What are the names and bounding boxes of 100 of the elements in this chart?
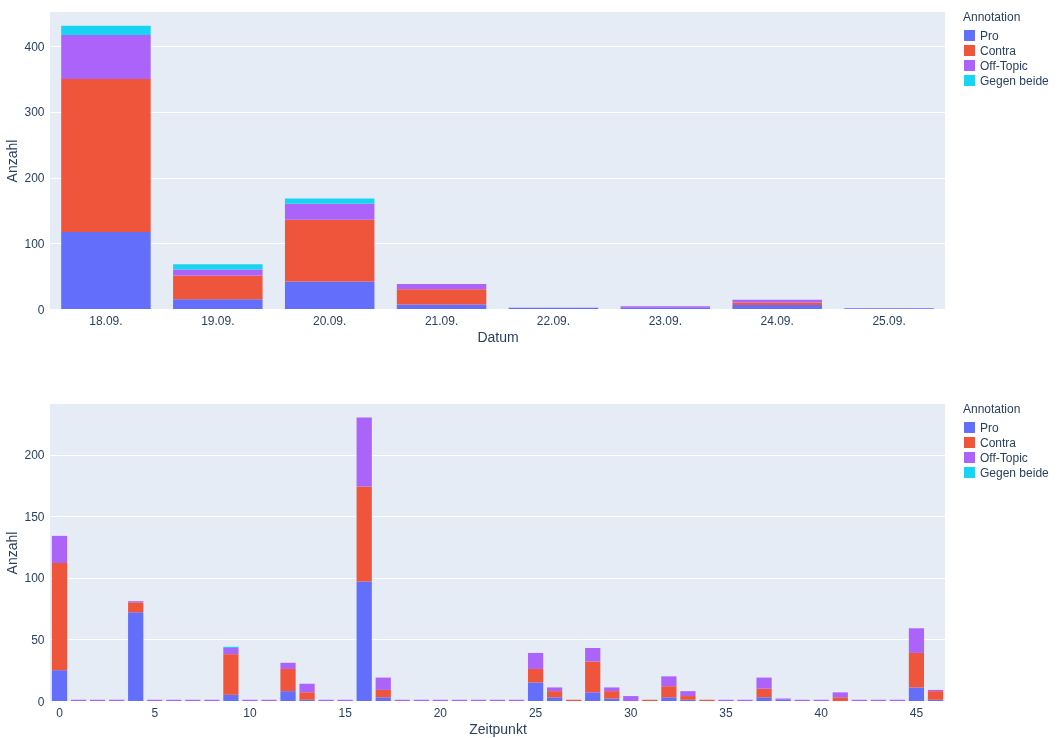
bar: [756, 677, 772, 689]
y-tick-label: 0: [37, 694, 45, 709]
bar: [356, 581, 372, 701]
x-tick-label: 25.09.: [872, 313, 906, 328]
x-tick-label: 25: [528, 705, 543, 720]
bar: [623, 696, 639, 701]
bar: [280, 691, 296, 701]
y-tick-label: 200: [24, 448, 45, 463]
bar: [284, 219, 375, 282]
bar: [547, 697, 563, 701]
y-tick-label: 100: [24, 571, 45, 586]
bar: [299, 683, 315, 693]
bar: [223, 694, 239, 701]
x-tick-label: 23.09.: [648, 313, 682, 328]
bar: [51, 670, 68, 701]
bar: [61, 232, 151, 309]
bar: [604, 691, 620, 699]
bar: [661, 686, 677, 698]
y-tick-label: 50: [31, 632, 45, 647]
legend-label: Contra: [980, 43, 1017, 58]
y-tick-label: 100: [24, 236, 45, 251]
bar: [585, 692, 601, 701]
x-tick-label: 15: [338, 705, 353, 720]
bar: [280, 668, 296, 692]
bar: [756, 697, 772, 701]
bar: [128, 612, 144, 701]
x-tick-label: 35: [719, 705, 733, 720]
x-axis-title: Zeitpunkt: [469, 720, 527, 737]
legend-label: Gegen beide: [980, 465, 1050, 480]
bar: [284, 203, 375, 220]
bar: [927, 691, 944, 700]
bar: [223, 654, 239, 695]
legend-label: Gegen beide: [980, 73, 1050, 88]
legend-label: Off-Topic: [980, 58, 1028, 73]
bar: [547, 691, 563, 698]
legend-label: Contra: [980, 435, 1017, 450]
bar: [51, 535, 68, 563]
x-tick-label: 21.09.: [424, 313, 459, 328]
bar: [585, 661, 601, 693]
bar: [284, 281, 375, 309]
x-tick-label: 10: [243, 705, 257, 720]
bar: [604, 687, 620, 692]
bar: [396, 284, 487, 290]
bar: [527, 668, 544, 683]
bar: [547, 687, 563, 692]
x-tick-label: 45: [909, 705, 924, 720]
bar: [223, 648, 239, 655]
bar: [832, 692, 848, 698]
bar: [299, 692, 315, 700]
x-tick-label: 19.09.: [201, 313, 235, 328]
bar: [375, 689, 391, 698]
bar: [396, 304, 487, 309]
bar: [173, 275, 263, 300]
bar: [61, 25, 151, 35]
bar: [680, 691, 696, 697]
bar: [527, 682, 544, 701]
x-axis-title: Datum: [477, 328, 519, 345]
bar: [908, 652, 925, 688]
bar: [280, 662, 296, 669]
y-axis-title: Anzahl: [4, 531, 21, 575]
x-tick-label: 18.09.: [89, 313, 123, 328]
x-tick-label: 22.09.: [536, 313, 571, 328]
legend-title: Annotation: [963, 402, 1021, 416]
x-tick-label: 24.09.: [760, 313, 794, 328]
y-tick-label: 400: [24, 39, 45, 54]
bar: [284, 198, 375, 204]
legend-label: Off-Topic: [980, 450, 1028, 465]
x-tick-label: 30: [624, 705, 638, 720]
bar: [173, 299, 263, 309]
bar: [173, 264, 263, 270]
y-tick-label: 0: [37, 302, 45, 317]
legend-title: Annotation: [963, 10, 1021, 24]
x-tick-label: 20.09.: [313, 313, 347, 328]
y-tick-label: 300: [24, 105, 45, 120]
bar: [375, 697, 391, 701]
bar: [356, 417, 372, 487]
bar: [527, 652, 544, 669]
bar: [51, 562, 68, 671]
y-tick-label: 150: [24, 509, 45, 524]
bar: [375, 677, 391, 690]
y-axis-title: Anzahl: [4, 139, 21, 183]
bar: [661, 697, 677, 701]
bar: [832, 697, 848, 701]
legend-label: Pro: [980, 420, 999, 435]
bar: [756, 688, 772, 698]
bar: [396, 289, 487, 305]
x-tick-label: 40: [814, 705, 829, 720]
bar: [661, 676, 677, 687]
x-tick-label: 0: [56, 705, 64, 720]
y-tick-label: 200: [24, 171, 45, 186]
bar: [128, 602, 144, 613]
bar: [356, 486, 372, 582]
x-tick-label: 5: [151, 705, 159, 720]
bar: [61, 35, 151, 80]
bar: [585, 648, 601, 662]
bar: [61, 79, 151, 233]
bar: [908, 628, 925, 653]
bar: [908, 687, 925, 701]
legend-label: Pro: [980, 28, 999, 43]
x-tick-label: 20: [433, 705, 448, 720]
